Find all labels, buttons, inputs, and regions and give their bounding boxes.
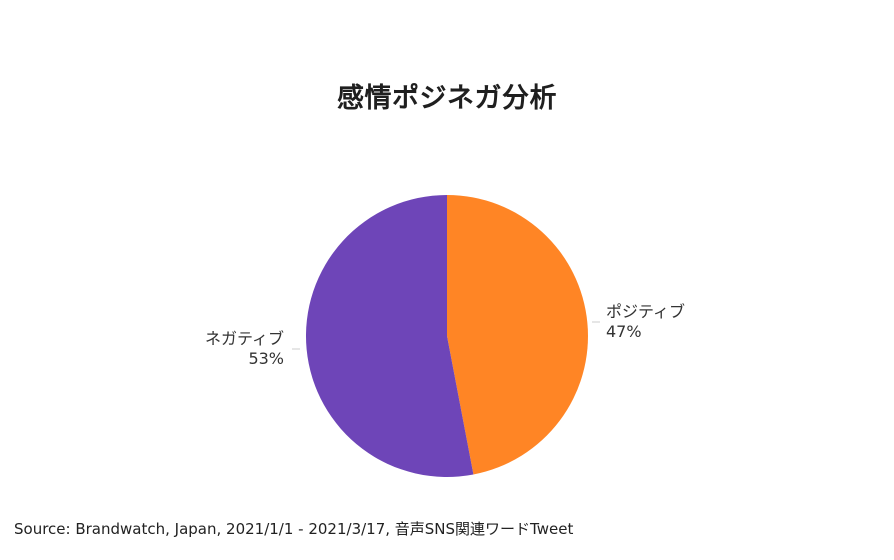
pie-slice-positive — [447, 195, 588, 475]
slice-label-positive-value: 47% — [606, 322, 642, 341]
slice-label-positive-name: ポジティブ — [606, 302, 686, 321]
pie-slice-negative — [305, 195, 474, 477]
slice-label-negative: ネガティブ 53% — [205, 329, 284, 369]
slice-label-negative-name: ネガティブ — [204, 329, 284, 348]
slice-label-positive: ポジティブ 47% — [606, 302, 685, 342]
chart-title: 感情ポジネガ分析 — [337, 83, 557, 114]
slice-label-negative-value: 53% — [248, 349, 284, 368]
source-note: Source: Brandwatch, Japan, 2021/1/1 - 20… — [14, 520, 574, 538]
